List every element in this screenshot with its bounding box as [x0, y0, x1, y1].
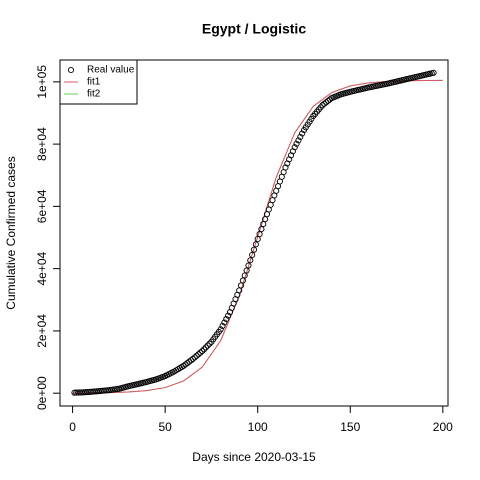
x-tick-label: 200 [433, 420, 453, 434]
data-point [193, 352, 200, 359]
legend-label: fit2 [87, 89, 101, 100]
y-tick-label: 8e+04 [35, 127, 49, 161]
y-axis-label: Cumulative Confirmed cases [4, 156, 18, 309]
data-point [299, 130, 306, 137]
data-point [252, 241, 259, 248]
data-point [250, 246, 258, 253]
data-point [188, 357, 195, 364]
data-point [245, 262, 252, 269]
y-tick-label: 4e+04 [35, 251, 49, 285]
x-axis-label: Days since 2020-03-15 [192, 450, 316, 464]
x-tick-label: 150 [340, 420, 360, 434]
data-point [204, 342, 211, 349]
data-point [324, 97, 332, 104]
data-point [430, 69, 437, 76]
data-point [191, 354, 198, 361]
data-point [195, 351, 202, 358]
data-point [297, 133, 304, 141]
data-point [189, 355, 196, 362]
chart-title: Egypt / Logistic [202, 21, 306, 37]
data-point [249, 251, 256, 258]
y-tick-label: 2e+04 [35, 314, 49, 348]
data-point [293, 140, 300, 147]
legend-label: fit1 [87, 77, 101, 88]
plot-box [59, 59, 449, 407]
data-point [321, 100, 328, 107]
data-point [202, 344, 209, 351]
data-point [217, 326, 224, 333]
plot-area [71, 69, 443, 396]
y-tick-label: 0e+00 [35, 376, 49, 410]
legend-marker [67, 66, 75, 74]
data-point [199, 348, 206, 355]
data-point [223, 316, 230, 323]
data-point [291, 144, 298, 151]
data-point [219, 322, 226, 329]
data-point [225, 312, 232, 319]
data-point [200, 346, 208, 353]
legend-label: Real value [87, 65, 135, 76]
y-tick-label: 6e+04 [35, 189, 49, 223]
data-point [319, 102, 326, 109]
data-point [206, 340, 213, 347]
x-tick-label: 50 [158, 420, 172, 434]
data-point [197, 349, 204, 356]
x-tick-label: 0 [69, 420, 76, 434]
data-point [221, 319, 228, 326]
data-point [247, 257, 254, 264]
x-tick-label: 100 [248, 420, 268, 434]
data-point [323, 99, 330, 106]
y-tick-label: 1e+05 [35, 65, 49, 99]
data-point [295, 137, 302, 144]
